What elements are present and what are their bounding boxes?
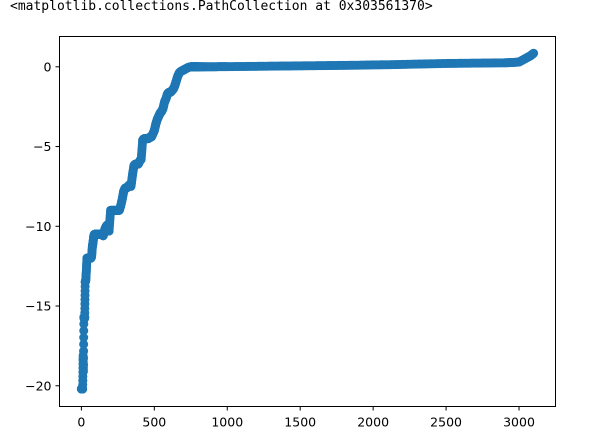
y-tick-label: 0 <box>44 59 52 74</box>
x-tick-label: 500 <box>142 415 166 430</box>
data-point <box>79 326 89 336</box>
data-point <box>79 339 89 349</box>
y-tick-label: −10 <box>25 219 51 234</box>
x-axis: 0 500 1000 1500 2000 2500 3000 <box>77 406 535 430</box>
x-tick-label: 0 <box>77 415 85 430</box>
y-axis: 0 −5 −10 −15 −20 <box>25 59 60 393</box>
x-tick-label: 1500 <box>284 415 316 430</box>
x-tick-label: 3000 <box>503 415 535 430</box>
plot-frame <box>59 36 556 407</box>
data-points <box>76 48 539 394</box>
data-point <box>79 353 89 363</box>
data-point <box>528 49 538 59</box>
data-point <box>79 333 89 343</box>
cell-output-text: <matplotlib.collections.PathCollection a… <box>10 0 433 14</box>
y-tick-label: −20 <box>25 378 51 393</box>
y-tick-label: −5 <box>33 139 51 154</box>
x-tick-label: 2500 <box>430 415 462 430</box>
y-tick-label: −15 <box>25 299 51 314</box>
x-tick-label: 1000 <box>211 415 243 430</box>
data-point <box>79 346 89 356</box>
data-point <box>78 360 88 370</box>
x-tick-label: 2000 <box>357 415 389 430</box>
